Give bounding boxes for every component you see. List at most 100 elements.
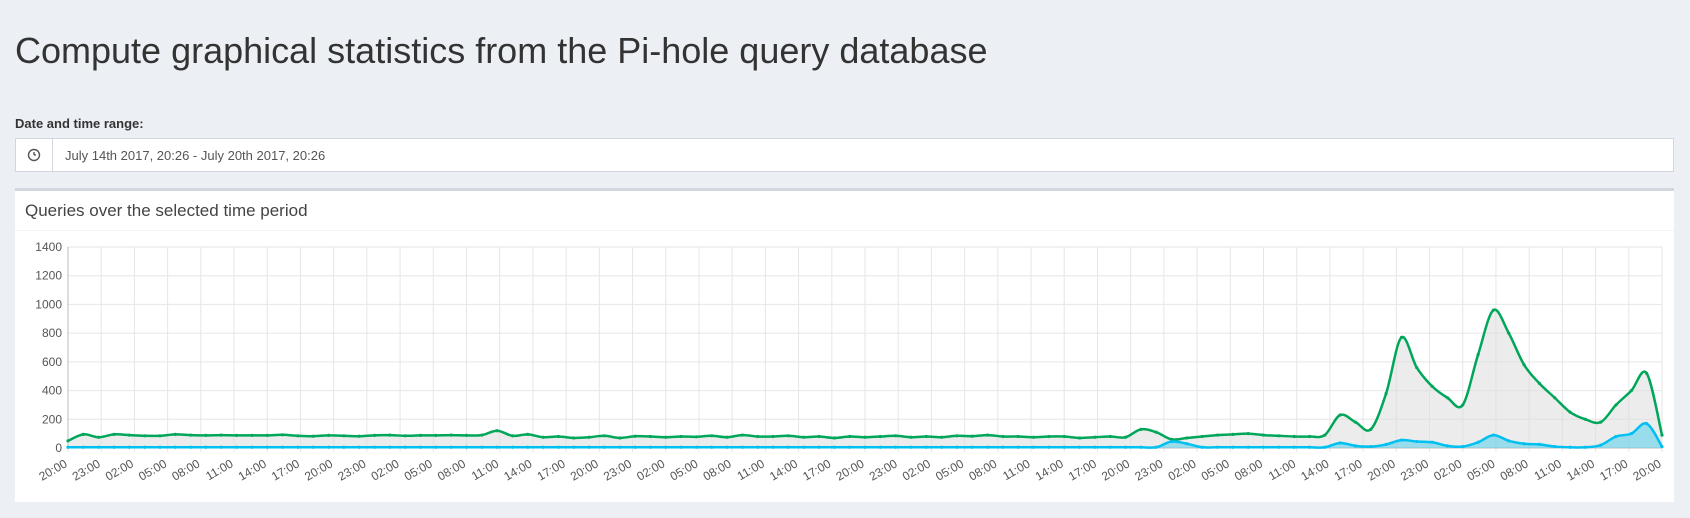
total-queries-point <box>633 434 637 438</box>
x-tick-label: 05:00 <box>402 456 435 483</box>
total-queries-point <box>970 434 974 438</box>
total-queries-point <box>832 436 836 440</box>
x-tick-label: 23:00 <box>601 456 634 483</box>
date-range-label: Date and time range: <box>15 116 144 131</box>
blocked-queries-point <box>771 445 775 449</box>
total-queries-point <box>848 434 852 439</box>
blocked-queries-point <box>311 445 315 449</box>
blocked-queries-point <box>618 445 622 449</box>
blocked-queries-point <box>1614 434 1618 439</box>
total-queries-point <box>1261 433 1266 437</box>
blocked-queries-point <box>464 445 469 449</box>
total-queries-point <box>1537 381 1541 385</box>
total-queries-point <box>587 435 591 439</box>
blocked-queries-point <box>1491 433 1496 437</box>
x-tick-label: 20:00 <box>302 456 335 483</box>
total-queries-point <box>1353 420 1358 424</box>
total-queries-point <box>311 434 315 438</box>
total-queries-point <box>986 433 990 437</box>
total-queries-point <box>1338 413 1342 417</box>
total-queries-point <box>1445 396 1450 400</box>
total-queries-point <box>771 434 775 439</box>
blocked-queries-point <box>1246 445 1250 449</box>
blocked-queries-point <box>710 445 714 449</box>
total-queries-point <box>1077 436 1082 440</box>
total-queries-point <box>756 434 760 439</box>
blocked-queries-point <box>403 445 407 449</box>
blocked-queries-point <box>725 445 729 449</box>
total-queries-point <box>1491 308 1496 312</box>
y-tick-label: 0 <box>55 441 62 455</box>
x-tick-label: 02:00 <box>634 456 667 483</box>
blocked-queries-point <box>648 445 653 449</box>
blocked-queries-point <box>510 445 515 449</box>
total-queries-point <box>1185 436 1189 440</box>
blocked-queries-point <box>1537 442 1541 447</box>
total-queries-point <box>1323 433 1327 437</box>
y-tick-label: 400 <box>42 384 62 398</box>
total-queries-point <box>1476 353 1480 357</box>
total-queries-point <box>357 434 361 438</box>
x-tick-label: 23:00 <box>867 456 900 483</box>
blocked-queries-point <box>664 445 668 449</box>
blocked-queries-point <box>679 445 683 449</box>
x-tick-label: 20:00 <box>1365 456 1398 483</box>
blocked-queries-point <box>1139 445 1143 449</box>
total-queries-point <box>1093 435 1097 439</box>
total-queries-point <box>372 433 377 437</box>
blocked-queries-point <box>894 445 898 449</box>
total-queries-point <box>679 434 683 439</box>
total-queries-point <box>296 434 300 438</box>
blocked-queries-point <box>280 445 285 449</box>
blocked-queries-point <box>1522 442 1526 446</box>
total-queries-point <box>388 433 392 437</box>
total-queries-point <box>1001 434 1005 439</box>
total-queries-point <box>1231 432 1235 436</box>
total-queries-point <box>894 434 898 438</box>
blocked-queries-point <box>66 445 70 449</box>
x-tick-label: 11:00 <box>1000 456 1033 483</box>
blocked-queries-point <box>1200 445 1204 449</box>
total-queries-point <box>495 429 499 433</box>
total-queries-point <box>1108 434 1112 439</box>
blocked-queries-point <box>1261 445 1266 449</box>
blocked-queries-point <box>1292 445 1296 449</box>
blocked-queries-point <box>112 445 116 449</box>
blocked-queries-point <box>418 445 423 449</box>
blocked-queries-point <box>1553 444 1557 449</box>
x-tick-label: 17:00 <box>800 456 833 483</box>
blocked-queries-point <box>541 445 545 449</box>
blocked-queries-point <box>158 445 162 449</box>
blocked-queries-point <box>756 445 760 449</box>
blocked-queries-point <box>924 445 928 449</box>
total-queries-point <box>1384 391 1388 396</box>
x-tick-label: 11:00 <box>203 456 236 483</box>
total-queries-point <box>510 434 515 438</box>
total-queries-point <box>1062 434 1066 439</box>
total-queries-point <box>326 433 331 437</box>
x-tick-label: 11:00 <box>1532 456 1565 483</box>
blocked-queries-point <box>602 445 607 449</box>
x-tick-label: 23:00 <box>70 456 103 483</box>
x-tick-label: 11:00 <box>469 456 502 483</box>
total-queries-point <box>1568 410 1572 414</box>
box-title: Queries over the selected time period <box>25 200 308 220</box>
blocked-queries-point <box>342 445 346 449</box>
blocked-queries-point <box>1338 441 1342 445</box>
date-range-group[interactable] <box>15 138 1674 172</box>
blocked-queries-point <box>1062 445 1066 449</box>
blocked-queries-point <box>802 445 806 449</box>
total-queries-point <box>1399 335 1404 340</box>
x-tick-label: 08:00 <box>1232 456 1265 483</box>
blocked-queries-point <box>480 445 484 449</box>
total-queries-point <box>802 435 806 439</box>
blocked-queries-area <box>68 423 1662 448</box>
blocked-queries-point <box>1077 445 1082 449</box>
x-tick-label: 08:00 <box>701 456 734 483</box>
total-queries-area <box>68 309 1662 448</box>
blocked-queries-point <box>909 445 913 449</box>
total-queries-point <box>1215 433 1220 437</box>
total-queries-point <box>81 432 85 436</box>
x-tick-label: 08:00 <box>169 456 202 483</box>
date-range-input[interactable] <box>53 138 1673 172</box>
